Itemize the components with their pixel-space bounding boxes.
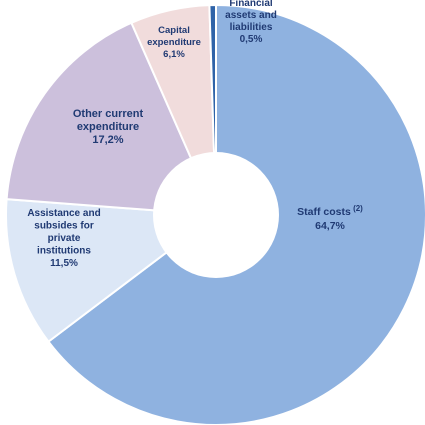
slice-label-line-1-0: Assistance and: [27, 208, 100, 219]
slice-label-line-4-0: Financial: [229, 0, 273, 9]
slice-superscript-0: (2): [351, 204, 363, 213]
slice-label-1: Assistance and subsides for private institu…: [27, 208, 100, 269]
slice-label-line-4-2: liabilities: [230, 22, 273, 33]
slice-label-line-1-3: institutions: [37, 246, 91, 257]
slice-label-line-1-1: subsides for: [34, 221, 94, 232]
slice-label-line-0-0: Staff costs: [297, 206, 351, 218]
slice-pct-4: 0,5%: [240, 34, 263, 45]
slice-label-2: Other current expenditure 17,2%: [73, 108, 144, 146]
donut-hole: [153, 152, 279, 278]
labels-group: Staff costs (2) 64,7% Assistance and subsid…: [27, 0, 363, 269]
slice-label-4: Financial assets and liabilities 0,5%: [225, 0, 277, 45]
slice-pct-2: 17,2%: [92, 134, 123, 146]
slice-pct-1: 11,5%: [50, 258, 78, 269]
slice-label-0: Staff costs (2) 64,7%: [297, 204, 363, 232]
slice-label-3: Capital expenditure 6,1%: [147, 25, 201, 60]
slice-label-line-2-1: expenditure: [77, 121, 139, 133]
slice-pct-3: 6,1%: [163, 49, 185, 60]
slice-label-line-2-0: Other current: [73, 108, 144, 120]
slice-label-line-4-1: assets and: [225, 10, 277, 21]
slice-label-line-3-0: Capital: [158, 25, 190, 36]
slice-label-line-1-2: private: [48, 233, 81, 244]
slice-pct-0: 64,7%: [315, 220, 345, 232]
slice-2: [5, 21, 218, 217]
slice-label-line-3-1: expenditure: [147, 37, 201, 48]
